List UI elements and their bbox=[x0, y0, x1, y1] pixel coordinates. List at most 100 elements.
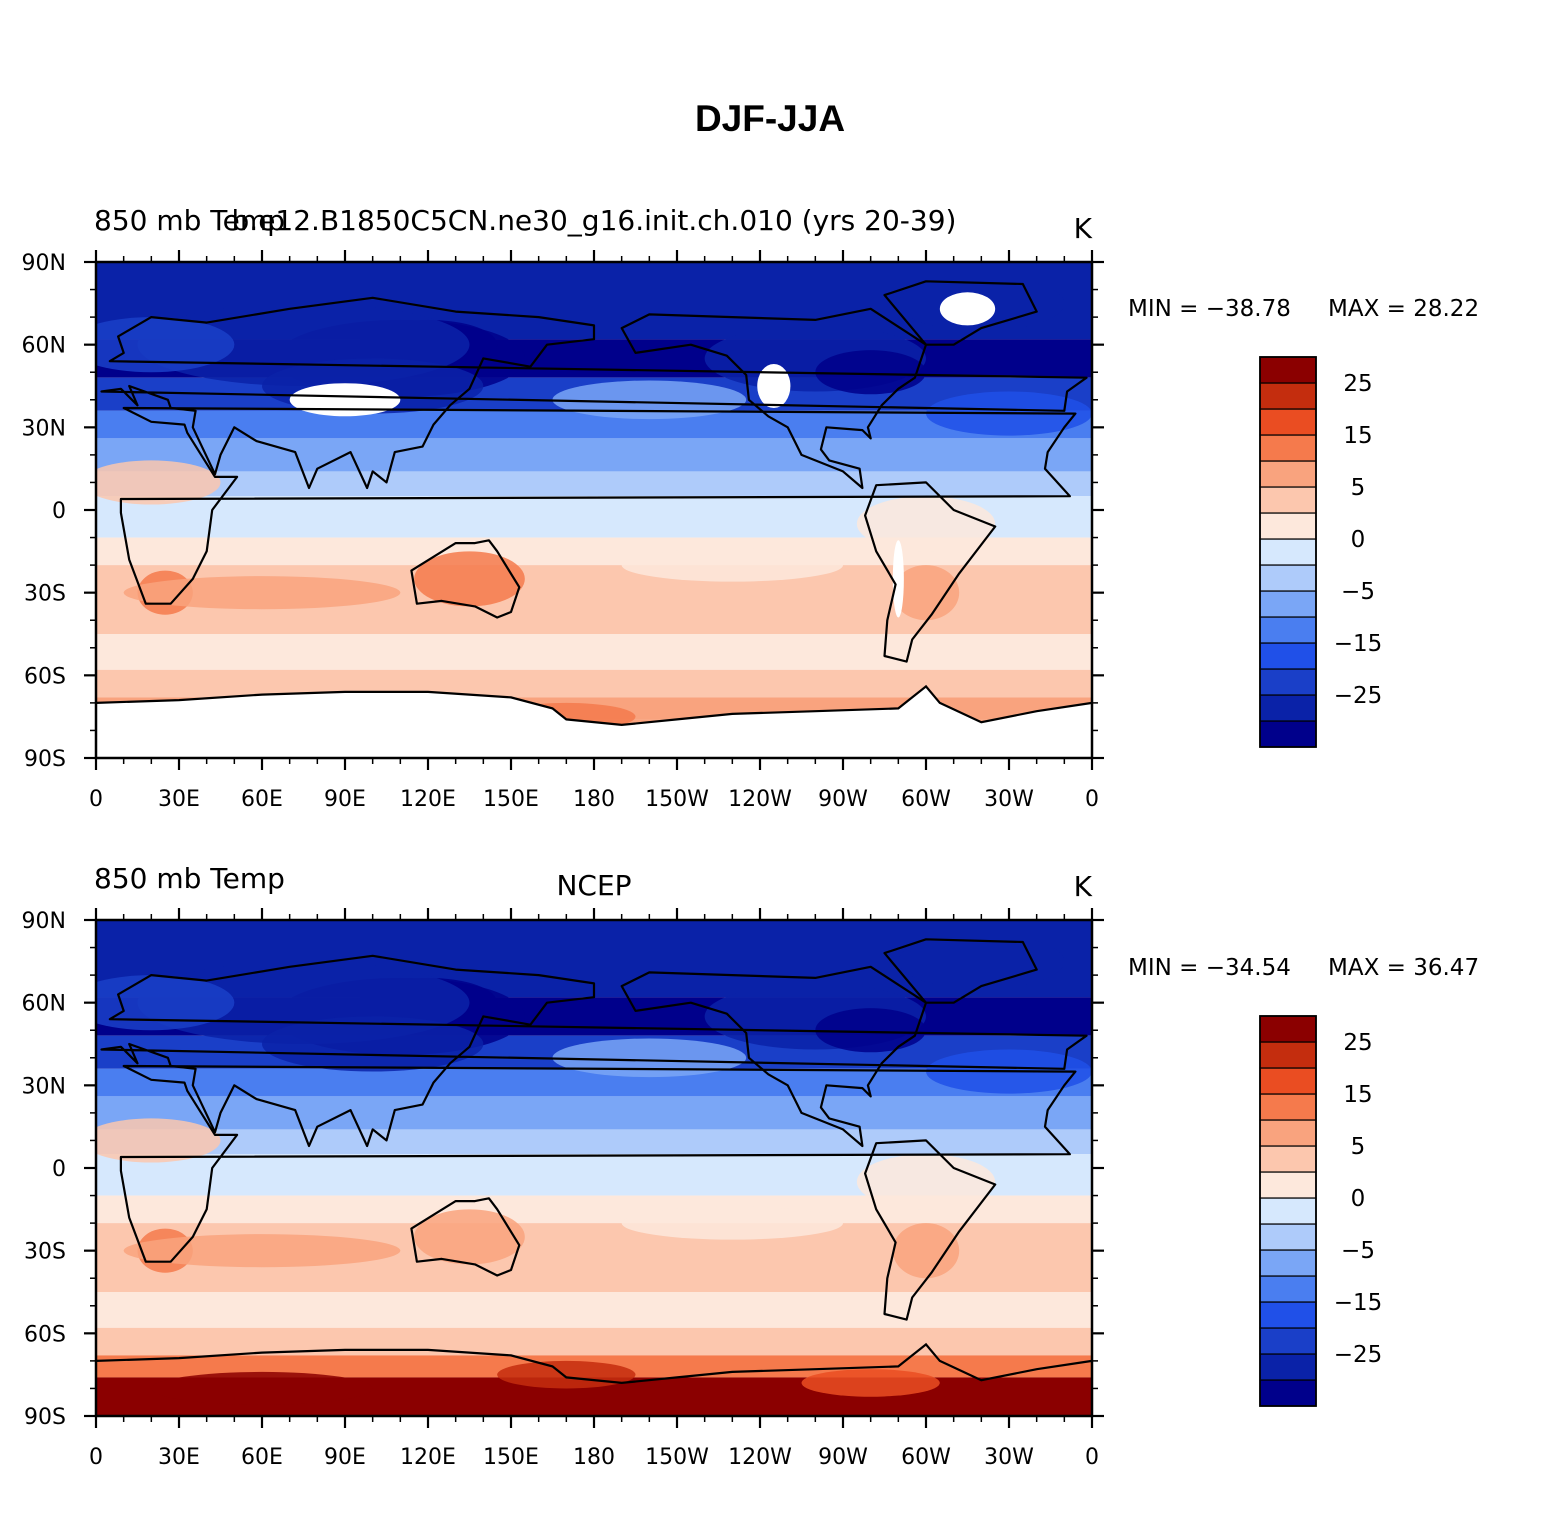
colorbar-box bbox=[1259, 1041, 1317, 1069]
colorbar-label: 15 bbox=[1343, 423, 1372, 449]
colorbar-box bbox=[1259, 1223, 1317, 1251]
missing-region bbox=[757, 363, 791, 409]
colorbar-box bbox=[1259, 1275, 1317, 1303]
colorbar-box bbox=[1259, 1145, 1317, 1173]
coast-greenland bbox=[883, 938, 1038, 1004]
coast-namerica bbox=[620, 965, 928, 1148]
map-field bbox=[96, 262, 1092, 758]
max-label: MAX = 36.47 bbox=[1328, 955, 1479, 981]
colorbar-box bbox=[1259, 538, 1317, 566]
x-tick-label: 0 bbox=[1085, 787, 1099, 812]
coast-eurasia bbox=[100, 954, 1088, 1148]
x-tick-label: 90E bbox=[324, 1445, 366, 1470]
colorbar-box bbox=[1259, 1353, 1317, 1381]
contour-region bbox=[552, 1038, 747, 1078]
colorbar-box bbox=[1259, 1015, 1317, 1043]
colorbar-box bbox=[1259, 616, 1317, 644]
coast-australia bbox=[410, 539, 521, 619]
x-tick-label: 60W bbox=[901, 1445, 951, 1470]
contour-band bbox=[96, 438, 1092, 472]
y-tick-label: 30N bbox=[22, 416, 66, 441]
colorbar-box bbox=[1259, 382, 1317, 410]
contour-band bbox=[96, 471, 1092, 497]
colorbar-frame bbox=[1259, 356, 1317, 748]
contour-region bbox=[262, 1016, 484, 1072]
contour-region bbox=[96, 460, 221, 505]
colorbar-box bbox=[1259, 460, 1317, 488]
axes: 0 30E 60E 90E 120E 150E 180 150W 120W 90W 60W 30W 09… bbox=[22, 250, 1104, 812]
x-tick-label: 0 bbox=[1085, 1445, 1099, 1470]
x-tick-label: 120W bbox=[728, 787, 792, 812]
x-tick-label: 90W bbox=[818, 1445, 868, 1470]
axes: 0 30E 60E 90E 120E 150E 180 150W 120W 90W 60W 30W 09… bbox=[22, 908, 1104, 1470]
contour-band bbox=[96, 1129, 1092, 1155]
panel-ncep: 850 mb Temp NCEP K 0 30E 60E 90E 120E 150E 180… bbox=[22, 862, 1480, 1470]
colorbar: 25 15 5 0 −5 −15 −25 bbox=[1259, 356, 1383, 748]
coastlines bbox=[95, 280, 1093, 727]
colorbar-box bbox=[1259, 694, 1317, 722]
x-tick-label: 180 bbox=[573, 787, 615, 812]
y-tick-label: 60S bbox=[24, 1322, 66, 1347]
map-field bbox=[96, 920, 1092, 1416]
colorbar-box bbox=[1259, 1119, 1317, 1147]
colorbar-label: −15 bbox=[1334, 1290, 1383, 1316]
x-tick-label: 150W bbox=[645, 787, 709, 812]
colorbar-box bbox=[1259, 1093, 1317, 1121]
x-tick-label: 30E bbox=[158, 1445, 200, 1470]
x-tick-label: 60E bbox=[241, 1445, 283, 1470]
x-tick-label: 0 bbox=[89, 1445, 103, 1470]
panel-center-title: NCEP bbox=[556, 869, 631, 902]
x-tick-label: 30W bbox=[984, 1445, 1034, 1470]
missing-region bbox=[939, 292, 996, 326]
panel-units: K bbox=[1074, 870, 1093, 903]
colorbar-label: 15 bbox=[1343, 1082, 1372, 1108]
x-tick-label: 180 bbox=[573, 1445, 615, 1470]
x-tick-label: 120E bbox=[400, 787, 456, 812]
contour-region bbox=[552, 380, 747, 420]
min-label: MIN = −38.78 bbox=[1128, 296, 1291, 322]
colorbar-box bbox=[1259, 356, 1317, 384]
colorbar: 25 15 5 0 −5 −15 −25 bbox=[1259, 1015, 1383, 1407]
panel-center-title: b.e12.B1850C5CN.ne30_g16.init.ch.010 (yr… bbox=[232, 204, 957, 237]
colorbar-box bbox=[1259, 1249, 1317, 1277]
x-tick-label: 60W bbox=[901, 787, 951, 812]
panel-left-title: 850 mb Temp bbox=[94, 862, 285, 895]
contour-region bbox=[892, 1223, 960, 1279]
y-tick-label: 0 bbox=[52, 1157, 66, 1182]
x-tick-label: 150E bbox=[483, 787, 539, 812]
coast-namerica bbox=[620, 307, 928, 490]
x-tick-label: 150W bbox=[645, 1445, 709, 1470]
colorbar-frame bbox=[1259, 1015, 1317, 1407]
colorbar-box bbox=[1259, 512, 1317, 540]
y-tick-label: 30S bbox=[24, 582, 66, 607]
coast-greenland bbox=[883, 280, 1038, 346]
coast-eurasia bbox=[100, 296, 1088, 490]
contour-region bbox=[96, 1118, 221, 1163]
contour-band bbox=[96, 634, 1092, 670]
colorbar-label: 25 bbox=[1343, 1030, 1372, 1056]
min-label: MIN = −34.54 bbox=[1128, 955, 1291, 981]
contour-region bbox=[898, 933, 1065, 989]
x-tick-label: 120E bbox=[400, 1445, 456, 1470]
contour-band bbox=[96, 1096, 1092, 1130]
coast-samerica bbox=[864, 1139, 997, 1321]
x-tick-label: 60E bbox=[241, 787, 283, 812]
colorbar-label: −5 bbox=[1341, 1238, 1375, 1264]
colorbar-box bbox=[1259, 720, 1317, 748]
contour-region bbox=[123, 1234, 401, 1268]
colorbar-label: 5 bbox=[1351, 475, 1366, 501]
panel-units: K bbox=[1074, 212, 1093, 245]
x-tick-label: 30W bbox=[984, 787, 1034, 812]
contour-region bbox=[621, 1206, 843, 1240]
contour-region bbox=[96, 317, 235, 373]
contour-region bbox=[414, 551, 525, 607]
x-tick-label: 150E bbox=[483, 1445, 539, 1470]
panel-model: 850 mb Temp b.e12.B1850C5CN.ne30_g16.ini… bbox=[22, 204, 1480, 812]
colorbar-label: 0 bbox=[1351, 1186, 1366, 1212]
x-tick-label: 0 bbox=[89, 787, 103, 812]
missing-region bbox=[289, 383, 401, 417]
colorbar-label: −15 bbox=[1334, 631, 1383, 657]
contour-region bbox=[815, 1008, 927, 1053]
colorbar-label: −25 bbox=[1334, 1342, 1383, 1368]
